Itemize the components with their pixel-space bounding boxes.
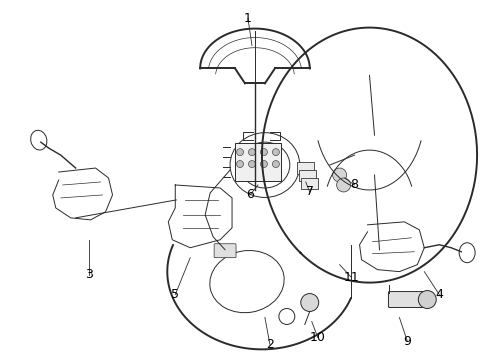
FancyBboxPatch shape xyxy=(389,292,425,307)
Text: 6: 6 xyxy=(246,188,254,202)
Text: 8: 8 xyxy=(350,179,359,192)
Circle shape xyxy=(272,149,279,156)
Circle shape xyxy=(333,168,346,182)
Circle shape xyxy=(337,178,350,192)
Text: 11: 11 xyxy=(343,271,360,284)
Circle shape xyxy=(418,291,436,309)
Circle shape xyxy=(248,161,255,167)
Circle shape xyxy=(248,149,255,156)
Text: 7: 7 xyxy=(306,185,314,198)
Text: 3: 3 xyxy=(85,268,93,281)
FancyBboxPatch shape xyxy=(301,177,318,189)
Text: 2: 2 xyxy=(266,338,274,351)
FancyBboxPatch shape xyxy=(235,143,281,181)
Text: 10: 10 xyxy=(310,331,326,344)
Circle shape xyxy=(261,149,268,156)
Text: 1: 1 xyxy=(244,12,252,25)
Circle shape xyxy=(237,161,244,167)
Text: 9: 9 xyxy=(403,335,411,348)
FancyBboxPatch shape xyxy=(299,170,316,181)
Text: 4: 4 xyxy=(435,288,443,301)
Text: 5: 5 xyxy=(172,288,179,301)
Circle shape xyxy=(272,161,279,167)
Circle shape xyxy=(237,149,244,156)
FancyBboxPatch shape xyxy=(214,244,236,258)
Circle shape xyxy=(261,161,268,167)
Circle shape xyxy=(301,293,318,311)
FancyBboxPatch shape xyxy=(297,162,314,174)
